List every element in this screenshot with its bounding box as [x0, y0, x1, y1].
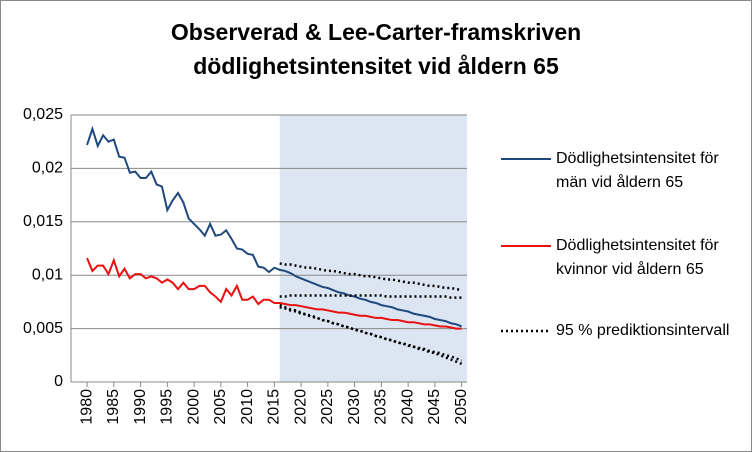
y-tick-label: 0,01	[32, 266, 63, 283]
x-tick-label: 1995	[159, 389, 176, 425]
series-line	[86, 257, 462, 330]
series-line	[279, 294, 462, 299]
chart-title: Observerad & Lee-Carter-framskriven dödl…	[170, 19, 582, 79]
x-tick-label: 2000	[185, 389, 202, 425]
x-tick-label: 2030	[346, 389, 363, 425]
x-tick-label: 2045	[426, 389, 443, 425]
legend-label: 95 % prediktionsintervall	[556, 322, 730, 339]
x-tick-label: 2020	[292, 389, 309, 425]
legend-label: Dödlighetsintensitet för kvinnor vid åld…	[556, 237, 719, 278]
y-tick-label: 0,015	[23, 213, 63, 230]
y-tick-label: 0,02	[32, 160, 63, 177]
legend-label: Dödlighetsintensitet för män vid åldern …	[556, 150, 719, 191]
y-tick-label: 0,005	[23, 320, 63, 337]
x-tick-label: 1985	[105, 389, 122, 425]
x-tick-label: 2010	[239, 389, 256, 425]
y-tick-label: 0	[54, 373, 63, 390]
x-tick-label: 2035	[373, 389, 390, 425]
series-line	[279, 306, 463, 362]
x-tick-label: 2005	[212, 389, 229, 425]
forecast-region	[279, 115, 467, 382]
series-line	[86, 125, 463, 328]
x-tick-label: 2025	[319, 389, 336, 425]
x-tick-label: 1980	[78, 389, 95, 425]
x-tick-label: 1990	[132, 389, 149, 425]
x-tick-label: 2015	[266, 389, 283, 425]
series-line	[279, 262, 462, 292]
x-tick-label: 2040	[399, 389, 416, 425]
y-tick-label: 0,025	[23, 106, 63, 123]
x-tick-label: 2050	[453, 389, 470, 425]
